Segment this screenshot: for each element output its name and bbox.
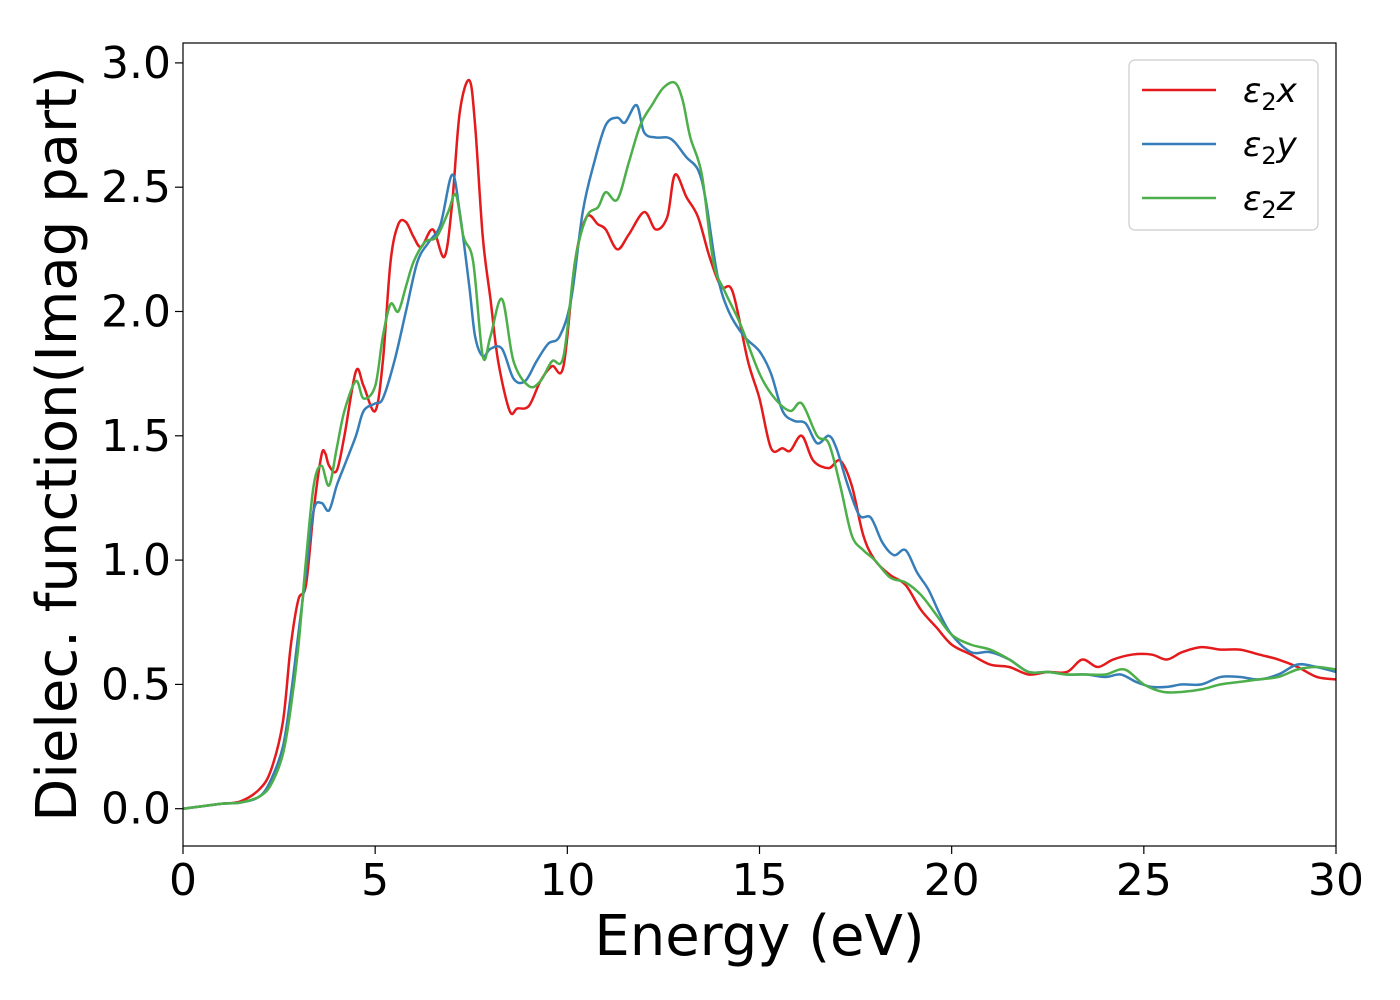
legend-label-y: ε2y (1243, 125, 1298, 170)
y-tick-label: 1.5 (101, 411, 171, 462)
x-tick-label: 15 (732, 855, 788, 906)
x-axis-ticks: 0 5 10 15 20 25 30 (169, 846, 1364, 906)
x-tick-label: 20 (924, 855, 980, 906)
legend-label-x: ε2x (1243, 71, 1298, 116)
legend-label-z: ε2z (1243, 179, 1296, 224)
x-tick-label: 0 (169, 855, 197, 906)
y-tick-label: 0.5 (101, 659, 171, 710)
x-axis-label: Energy (eV) (594, 904, 924, 969)
y-tick-label: 0.0 (101, 784, 171, 835)
plot-lines (182, 78, 1337, 810)
y-axis-ticks: 0.0 0.5 1.0 1.5 2.0 2.5 3.0 (101, 38, 183, 835)
x-tick-label: 10 (539, 855, 595, 906)
series-line-z (182, 80, 1337, 810)
x-tick-label: 5 (361, 855, 389, 906)
y-tick-label: 2.5 (101, 162, 171, 213)
y-tick-label: 2.0 (101, 286, 171, 337)
x-tick-label: 25 (1116, 855, 1172, 906)
y-tick-label: 1.0 (101, 535, 171, 586)
legend: ε2x ε2y ε2z (1128, 59, 1319, 231)
legend-frame (1128, 59, 1319, 231)
y-axis-label: Dielec. function(Imag part) (25, 66, 90, 822)
y-tick-label: 3.0 (101, 38, 171, 89)
x-tick-label: 30 (1308, 855, 1364, 906)
